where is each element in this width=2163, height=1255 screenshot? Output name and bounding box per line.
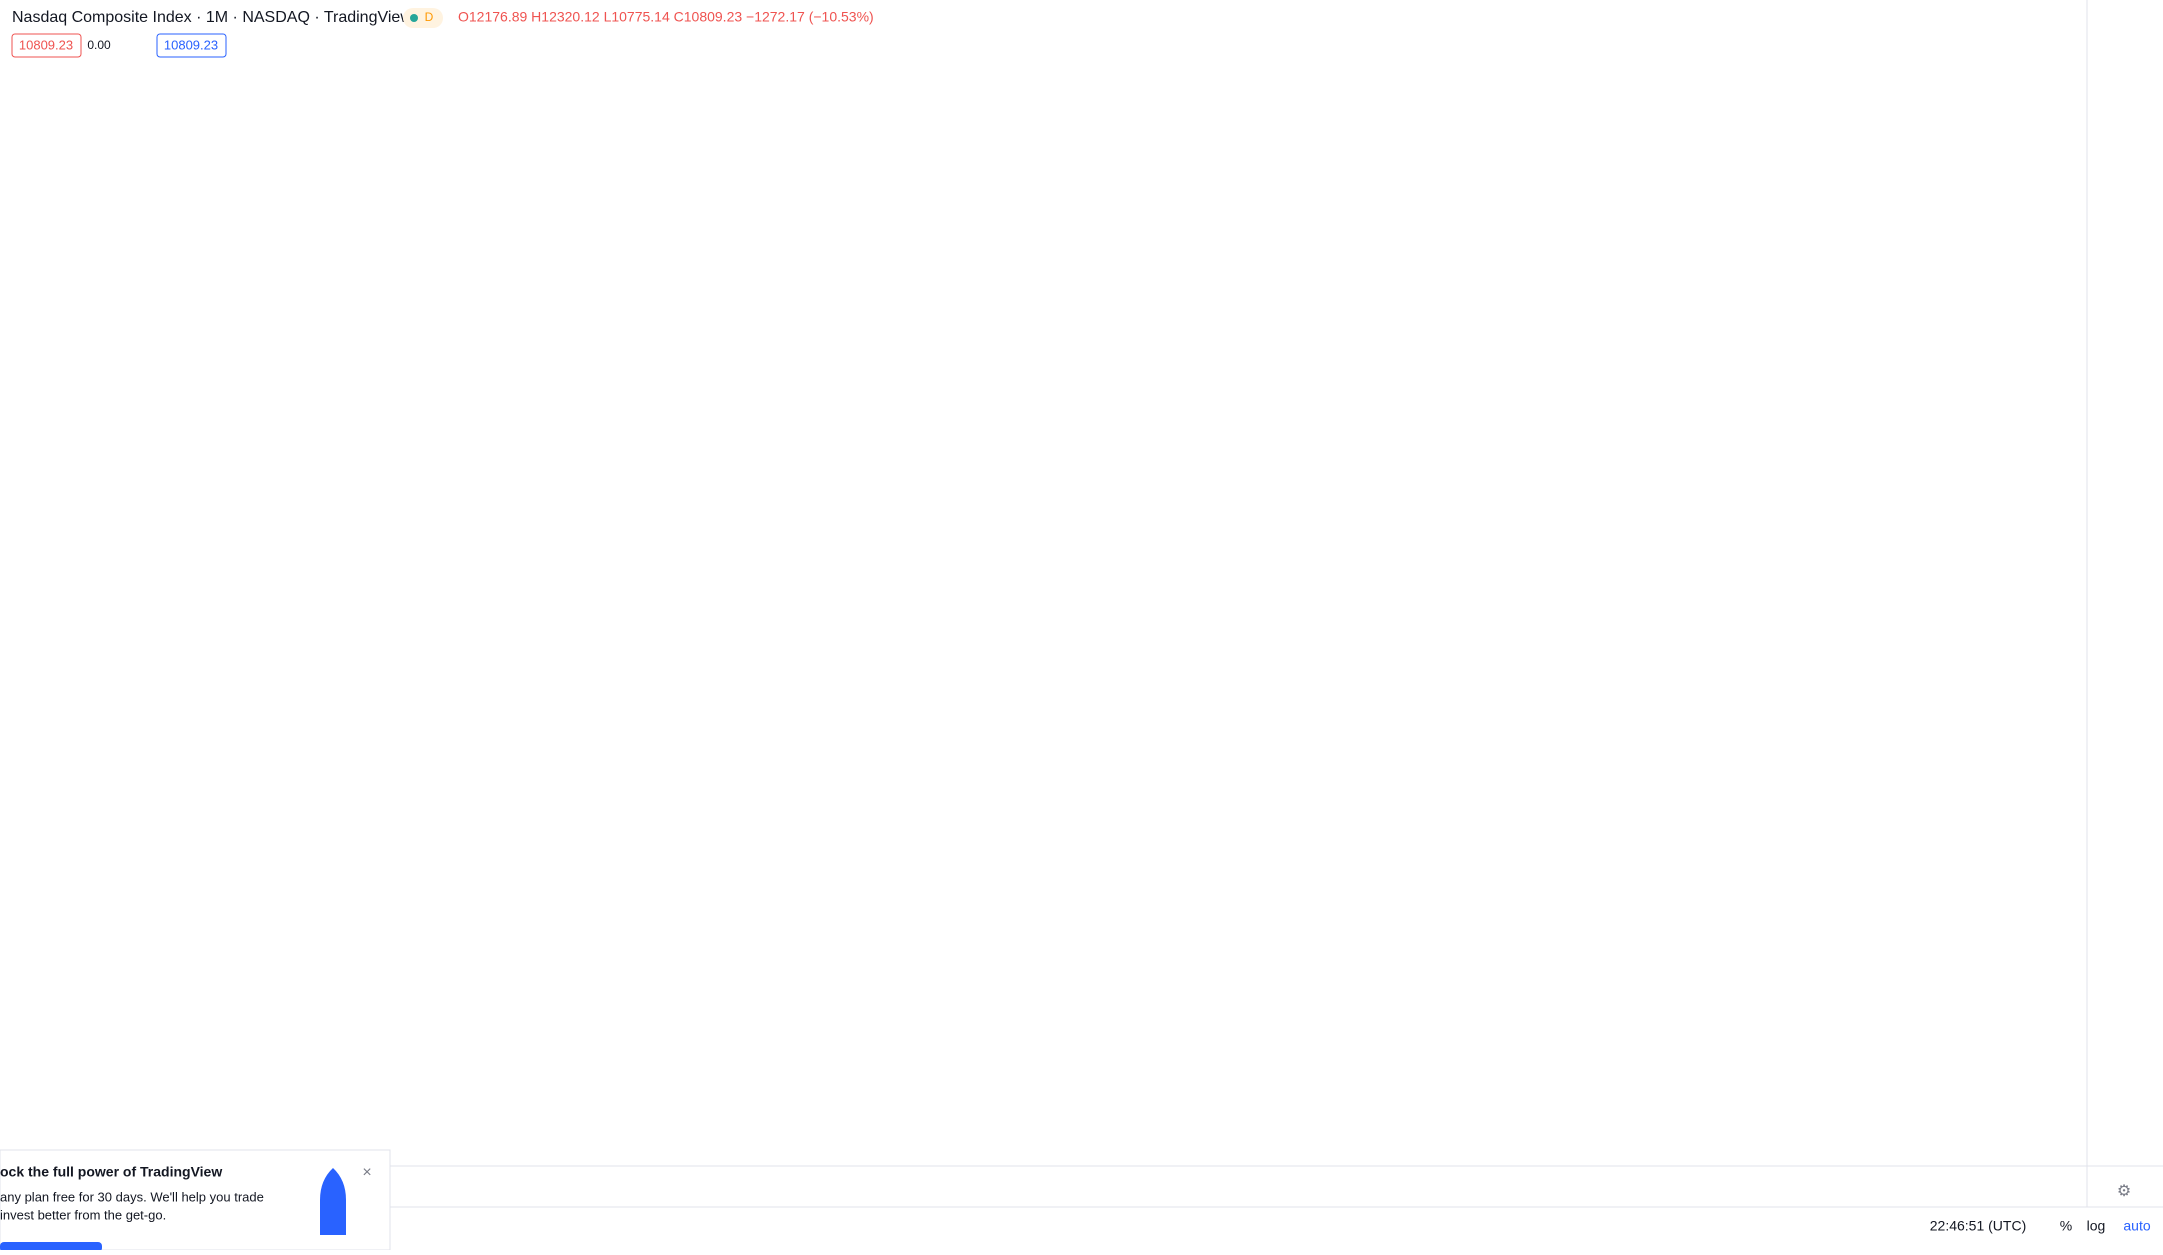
promo-panel: ock the full power of TradingView any pl… (0, 1149, 391, 1252)
promo-button[interactable] (0, 1242, 102, 1252)
auto-toggle[interactable]: auto (2123, 1218, 2150, 1234)
ohlc-values: O12176.89 H12320.12 L10775.14 C10809.23 … (458, 9, 874, 25)
status-badge[interactable] (403, 8, 443, 28)
spread: 0.00 (87, 38, 111, 52)
rocket-icon (320, 1168, 346, 1235)
sell-button[interactable] (11, 33, 82, 58)
promo-line: any plan free for 30 days. We'll help yo… (0, 1189, 264, 1204)
close-button[interactable]: × (362, 1164, 371, 1181)
symbol-title[interactable]: Nasdaq Composite Index · 1M · NASDAQ · T… (12, 9, 412, 26)
sell-price: 10809.23 (19, 37, 73, 52)
percent-toggle[interactable]: % (2060, 1218, 2072, 1234)
buy-price: 10809.23 (164, 37, 218, 52)
clock: 22:46:51 (UTC) (1930, 1218, 2026, 1234)
promo-title: ock the full power of TradingView (0, 1164, 222, 1180)
promo-line: invest better from the get-go. (0, 1207, 166, 1222)
status-dot (410, 14, 418, 22)
buy-button[interactable] (156, 33, 227, 58)
log-toggle[interactable]: log (2087, 1218, 2106, 1234)
interval-badge: D (425, 10, 434, 24)
settings-icon[interactable]: ⚙ (2117, 1183, 2131, 1200)
